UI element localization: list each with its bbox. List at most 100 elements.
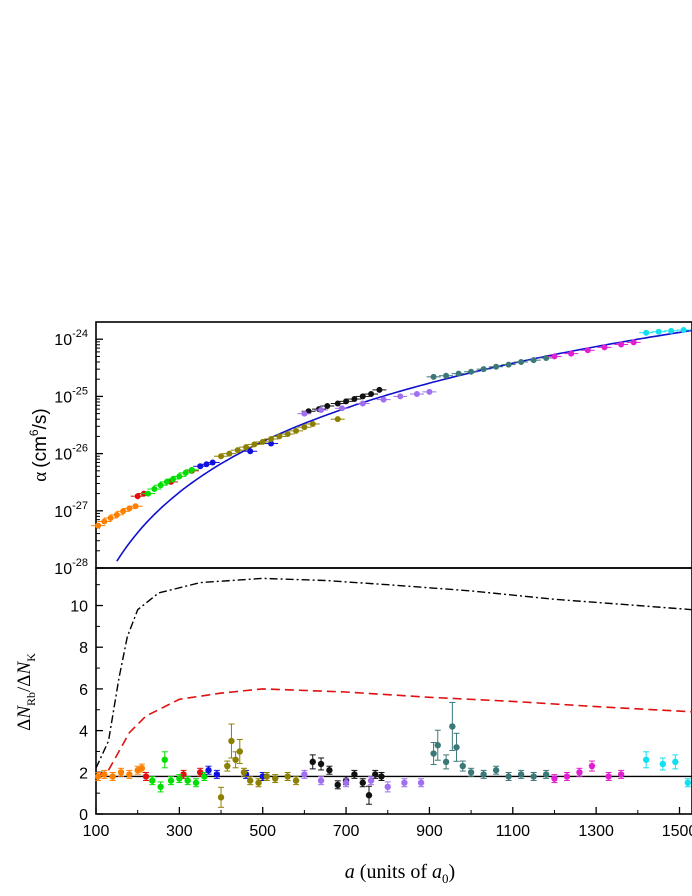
bottom-panel: 0 2 4 6 8 10 100 300 500 700 900 1100 1300 1500 ΔNRb/… [14,567,692,886]
bottom-data-point [126,771,133,778]
top-data-point [680,326,687,333]
bottom-data-point [142,773,150,780]
top-data-points [91,326,691,529]
bottom-data-point [351,771,358,778]
top-data-point [668,327,675,334]
top-data-point [101,518,108,525]
bottom-data-point [138,764,146,772]
top-data-point [655,328,662,335]
top-data-point [309,420,316,427]
bottom-data-point [551,775,558,782]
top-data-point [145,490,152,497]
bottom-data-point [384,783,391,791]
bottom-data-point [517,771,525,778]
top-data-point [505,361,512,368]
bottom-data-point [642,756,650,763]
x-tick-label: 700 [333,823,360,840]
top-y-axis-label: α(cm6/s) [27,408,51,481]
bottom-data-point [161,756,168,763]
bottom-data-point [240,769,248,776]
bottom-data-point [542,771,550,778]
top-data-point [324,402,331,409]
top-data-point [234,447,241,454]
x-axis-label: a (units of a0) [345,861,455,886]
bottom-data-point [117,769,125,776]
top-data-point [218,453,225,460]
bottom-y-tick-label: 4 [79,724,88,741]
bottom-data-point [334,781,341,789]
bottom-data-point [176,775,183,782]
bottom-data-point [228,737,235,745]
top-data-point [107,514,114,521]
top-data-point [276,433,283,440]
top-data-point [618,341,625,348]
top-panel: 10-28 10-27 10-26 10-25 10-24 α(cm6/s) [27,321,692,578]
top-data-point [268,436,275,443]
bottom-data-point [205,767,212,774]
top-data-point [543,354,550,361]
top-data-point [134,493,141,500]
top-data-point [368,391,375,398]
bottom-data-point [417,779,425,786]
bottom-data-point [492,767,500,774]
top-data-point [113,511,120,518]
bottom-data-point [292,777,300,784]
top-data-point [430,373,437,380]
bottom-data-point [342,779,350,786]
top-data-point [259,438,266,445]
top-data-point [643,329,650,336]
top-y-tick-label: 10-26 [54,443,88,464]
bottom-curves [95,577,692,778]
x-tick-label: 100 [83,823,110,840]
x-tick-label: 1500 [662,823,692,840]
top-data-point [601,344,608,351]
dashed-curve [95,688,692,778]
top-data-point [468,368,475,375]
top-data-point [334,416,341,423]
bottom-y-axis-label: ΔNRb/ΔNK [14,653,38,731]
bottom-y-tick-label: 8 [79,640,88,657]
top-data-point [284,431,291,438]
top-data-point [126,505,133,512]
bottom-data-point [149,777,156,784]
bottom-data-point [272,775,279,782]
top-data-point [170,475,177,482]
bottom-data-point [659,760,667,768]
bottom-data-point [317,760,325,768]
top-y-tick-label: 10-28 [54,557,88,578]
bottom-data-point [459,762,466,770]
top-data-point [293,427,300,434]
top-data-point [176,473,183,480]
bottom-data-point [196,769,204,776]
bottom-data-point [236,748,243,755]
bottom-data-point [480,771,487,778]
top-data-point [182,469,189,476]
bottom-data-point [605,773,612,780]
bottom-data-point [94,773,102,780]
bottom-data-point [247,777,254,784]
top-data-point [157,482,164,489]
top-data-point [551,353,558,360]
bottom-data-point [401,779,408,786]
top-data-point [480,366,487,373]
top-data-point [132,503,139,510]
bottom-y-tick-label: 10 [70,599,88,616]
bottom-y-tick-label: 6 [79,682,88,699]
top-data-point [493,363,500,370]
bottom-data-point [505,773,512,780]
top-data-point [151,486,158,493]
top-data-point [301,424,308,431]
top-data-point [443,372,450,379]
top-y-tick-label: 10-24 [54,328,88,349]
bottom-data-point [563,773,571,780]
top-data-point [247,448,254,455]
bottom-data-point [309,758,316,766]
top-data-point [376,386,383,393]
bottom-data-point [255,779,262,786]
top-fit-curve-group [116,329,692,562]
bottom-data-point [167,777,175,784]
bottom-data-point [217,794,225,801]
bottom-data-point [684,779,692,786]
top-data-point [380,396,387,403]
